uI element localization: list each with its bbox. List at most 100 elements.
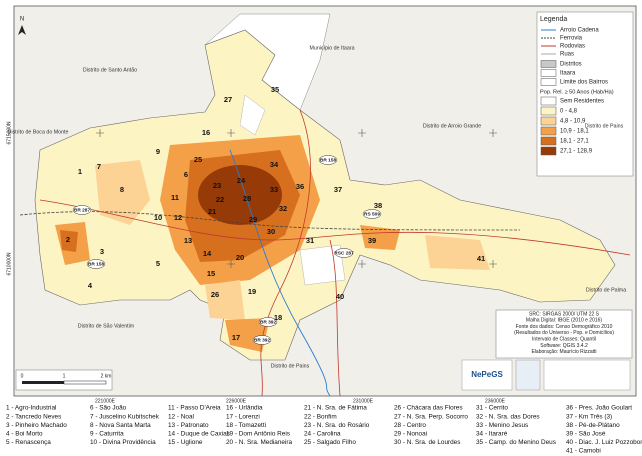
logo-emblem: [515, 359, 541, 391]
scale-segment: [22, 381, 64, 384]
neighborhood-number: 35: [271, 85, 279, 94]
neighborhood-number: 9: [156, 147, 160, 156]
neighborhood-number: 10: [154, 213, 162, 222]
neighborhood-number: 22: [216, 195, 224, 204]
legend-area-symbol: [540, 78, 557, 86]
legend-area-symbol: [540, 60, 557, 68]
neighborhood-list-item: 6 - São João: [90, 405, 127, 412]
metadata-line: Fonte dos dados: Censo Demográfico 2010: [516, 324, 613, 330]
railway: [19, 211, 521, 231]
neighborhood-list-item: 9 - Caturrita: [90, 430, 124, 437]
district-label: Distrito de Arroio Grande: [423, 123, 481, 129]
neighborhood-list-item: 27 - N. Sra. Perp. Socorro: [394, 413, 468, 420]
district-label: Distrito de Pains: [271, 363, 310, 369]
legend-subtitle: Pop. Rel. ≥ 50 Anos (Hab/Ha): [540, 89, 614, 95]
neighborhood-list-item: 11 - Passo D'Areia: [168, 405, 221, 412]
density-patch: [425, 235, 490, 270]
district-label: Distrito de Palma: [586, 287, 626, 293]
legend-title: Legenda: [540, 16, 567, 23]
scale-label: 2 km: [101, 373, 112, 379]
legend-class-swatch: [540, 126, 557, 136]
density-patch: [198, 165, 282, 225]
neighborhood-list-item: 35 - Camp. do Menino Deus: [476, 439, 556, 446]
legend-item: 0 - 4,8: [560, 109, 578, 115]
legend-area-symbol: [540, 69, 557, 77]
neighborhood-number: 4: [88, 281, 93, 290]
neighborhood-number: 38: [374, 201, 382, 210]
neighborhood-number: 28: [243, 194, 251, 203]
district-label: Distrito de Pains: [585, 123, 624, 129]
legend-item: 27,1 - 128,9: [560, 149, 593, 155]
neighborhood-list-item: 7 - Juscelino Kubitschek: [90, 413, 160, 420]
neighborhood-number: 13: [184, 236, 192, 245]
neighborhood-number: 15: [207, 269, 215, 278]
neighborhood-list-item: 8 - Nova Santa Marta: [90, 422, 151, 429]
road-shield: [334, 248, 354, 258]
scale-segment: [63, 380, 107, 385]
neighborhood-number: 21: [208, 207, 216, 216]
road-label: BR 158: [320, 157, 337, 163]
road-shield: [258, 317, 278, 327]
legend-item: Ferrovia: [560, 36, 583, 42]
metadata-line: Software: QGIS 3.4.2: [540, 343, 588, 349]
neighborhood-number: 16: [202, 128, 210, 137]
scale-label: 1: [63, 373, 66, 379]
neighborhood-list-item: 22 - Bonfim: [304, 413, 337, 420]
neighborhood-list-item: 39 - São José: [566, 430, 606, 437]
district-label: Distrito de Santo Antão: [83, 67, 137, 73]
neighborhood-number: 31: [306, 236, 314, 245]
neighborhood-number: 37: [334, 185, 342, 194]
neighborhood-list-item: 4 - Boi Morto: [6, 430, 43, 437]
road-label: RS 509: [364, 211, 380, 217]
neighborhood-number: 2: [66, 235, 70, 244]
neighborhood-number: 40: [336, 292, 344, 301]
neighborhood-number: 29: [249, 215, 257, 224]
legend-item: Itaara: [560, 71, 576, 77]
legend-item: Sem Residentes: [560, 99, 604, 105]
neighborhood-number: 17: [232, 333, 240, 342]
neighborhood-list-item: 37 - Km Três (3): [566, 413, 612, 420]
neighborhood-list-item: 10 - Divina Providência: [90, 439, 156, 446]
neighborhood-number: 36: [296, 182, 304, 191]
neighborhood-list-item: 3 - Pinheiro Machado: [6, 422, 67, 429]
map-frame: N: [13, 5, 637, 397]
scale-box: [15, 369, 113, 391]
neighborhood-number: 11: [171, 193, 179, 202]
north-label: N: [20, 17, 24, 23]
neighborhood-list-item: 13 - Patronato: [168, 422, 209, 429]
road-shield: [318, 155, 338, 165]
neighborhood-list-item: 20 - N. Sra. Medianeira: [226, 439, 293, 446]
neighborhood-number: 24: [237, 176, 246, 185]
x-coordinate: 231000E: [353, 398, 374, 404]
neighborhood-list-item: 31 - Cerrito: [476, 405, 508, 412]
neighborhood-number: 12: [174, 213, 182, 222]
road-shield: [72, 205, 92, 215]
neighborhood-number: 27: [224, 95, 232, 104]
legend-item: Rodovias: [560, 44, 585, 50]
road-label: BR 392: [260, 319, 277, 325]
neighborhood-list-item: 18 - Tomazetti: [226, 422, 266, 429]
legend-class-swatch: [540, 106, 557, 116]
legend-class-swatch: [540, 146, 557, 156]
road-label: BR 158: [88, 261, 105, 267]
district-label: Distrito de São Valentim: [78, 323, 135, 329]
neighborhood-number: 33: [270, 185, 278, 194]
no-residents: [299, 244, 346, 286]
neighborhood-list-item: 2 - Tancredo Neves: [6, 413, 61, 420]
neighborhood-number: 39: [368, 236, 376, 245]
no-residents: [239, 94, 266, 136]
legend-item: 18,1 - 27,1: [560, 139, 589, 145]
neighborhood-list-item: 1 - Agro-Industrial: [6, 405, 56, 412]
road-shield: [362, 209, 382, 219]
legend-item: Distritos: [560, 62, 582, 68]
density-patch: [95, 160, 150, 225]
neighborhood-list-item: 30 - N. Sra. de Lourdes: [394, 439, 460, 446]
density-patch: [60, 230, 78, 252]
road-label: BR 392: [254, 337, 271, 343]
legend-class-swatch: [540, 96, 557, 106]
metadata-line: (Resultados do Universo - Pop. e Domicíl…: [514, 330, 614, 336]
neighborhood-number: 25: [194, 155, 202, 164]
legend-class-swatch: [540, 116, 557, 126]
